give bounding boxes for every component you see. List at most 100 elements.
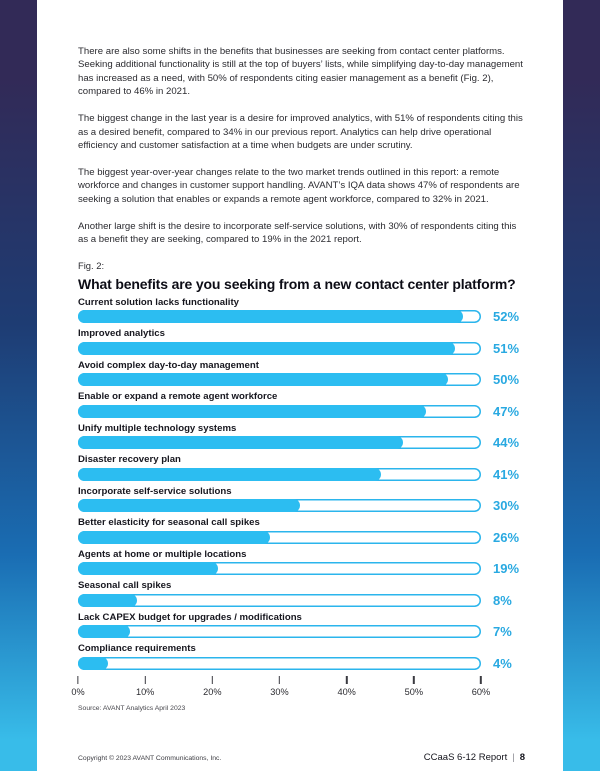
bar-track-line: 44% <box>78 435 525 451</box>
bar-category-label: Improved analytics <box>78 328 165 340</box>
x-axis-tick: 20% <box>203 675 222 697</box>
paragraph-4: Another large shift is the desire to inc… <box>78 220 517 245</box>
bar-track <box>78 562 481 576</box>
x-axis-tick: 0% <box>71 675 85 697</box>
x-axis-tick: 60% <box>471 675 491 697</box>
bar-rows: Current solution lacks functionality 52%… <box>78 297 525 670</box>
page-footer: Copyright © 2023 AVANT Communications, I… <box>78 752 525 763</box>
x-axis-tick: 10% <box>135 675 155 697</box>
report-name: CCaaS 6-12 Report <box>423 752 508 763</box>
bar-row: Incorporate self-service solutions 30% <box>78 486 525 513</box>
bar-track <box>78 436 481 450</box>
bar-track-line: 26% <box>78 529 525 545</box>
bar-fill <box>78 341 456 355</box>
x-axis-tick-mark <box>345 675 348 684</box>
x-axis-tick-label: 60% <box>471 686 491 697</box>
bar-fill <box>78 404 426 418</box>
copyright-text: Copyright © 2023 AVANT Communications, I… <box>78 755 222 762</box>
bar-track-line: 4% <box>78 655 525 671</box>
bar-track <box>78 499 481 513</box>
x-axis-tick: 50% <box>404 675 424 697</box>
page-content: There are also some shifts in the benefi… <box>37 0 563 712</box>
page-border-right <box>563 0 600 771</box>
x-axis: 0% 10% 20% 30% 40% 50% 60% <box>71 675 490 698</box>
x-axis-tick-mark <box>413 675 415 684</box>
bar-value-label: 19% <box>493 561 520 577</box>
bar-category-label: Disaster recovery plan <box>78 454 181 466</box>
bar-category-label: Better elasticity for seasonal call spik… <box>78 517 260 529</box>
bar-category-label: Avoid complex day-to-day management <box>78 359 259 371</box>
bar-value-label: 41% <box>493 466 520 482</box>
bar-fill <box>78 373 448 387</box>
bar-track-line: 50% <box>78 372 525 388</box>
bar-track <box>78 467 481 481</box>
body-text: There are also some shifts in the benefi… <box>78 45 525 246</box>
report-page: There are also some shifts in the benefi… <box>37 0 563 776</box>
bar-fill <box>78 530 271 544</box>
page-number: 8 <box>519 752 525 763</box>
bar-track <box>78 404 481 418</box>
bar-row: Better elasticity for seasonal call spik… <box>78 517 525 544</box>
bar-fill <box>78 593 138 607</box>
x-axis-tick-label: 10% <box>135 686 155 697</box>
bar-value-label: 52% <box>493 309 520 325</box>
source-note: Source: AVANT Analytics April 2023 <box>78 704 186 712</box>
bar-value-label: 44% <box>493 435 520 451</box>
x-axis-tick: 40% <box>337 675 356 697</box>
bar-fill <box>78 436 404 450</box>
x-axis-tick-mark <box>211 675 214 684</box>
bar-track-line: 7% <box>78 624 525 640</box>
bar-row: Lack CAPEX budget for upgrades / modific… <box>78 612 525 639</box>
bar-row: Unify multiple technology systems 44% <box>78 423 525 450</box>
footer-separator: | <box>512 752 515 763</box>
bar-track-line: 8% <box>78 593 525 607</box>
bar-row: Current solution lacks functionality 52% <box>78 297 525 324</box>
bar-track-line: 51% <box>78 340 525 356</box>
bar-value-label: 7% <box>493 624 512 640</box>
x-axis-tick-mark <box>77 675 79 684</box>
bar-fill <box>78 499 300 513</box>
chart-title: What benefits are you seeking from a new… <box>78 275 516 292</box>
bar-category-label: Agents at home or multiple locations <box>78 548 247 560</box>
bar-track-line: 41% <box>78 466 525 482</box>
page-border-left <box>0 0 37 771</box>
bar-chart: Current solution lacks functionality 52%… <box>71 297 525 712</box>
bar-track <box>78 593 481 607</box>
bar-category-label: Unify multiple technology systems <box>78 422 237 434</box>
bar-fill <box>78 625 130 639</box>
x-axis-tick-label: 50% <box>404 686 424 697</box>
bar-track <box>78 625 481 639</box>
x-axis-tick-mark <box>144 675 146 684</box>
bar-row: Agents at home or multiple locations 19% <box>78 549 525 576</box>
bar-track <box>78 373 481 387</box>
bar-row: Avoid complex day-to-day management 50% <box>78 360 525 387</box>
bar-value-label: 4% <box>493 655 512 671</box>
bar-fill <box>78 310 463 324</box>
bar-value-label: 26% <box>493 529 520 545</box>
x-axis-tick-label: 40% <box>337 686 356 697</box>
bar-row: Enable or expand a remote agent workforc… <box>78 391 525 418</box>
bar-fill <box>78 562 219 576</box>
bar-category-label: Incorporate self-service solutions <box>78 485 232 497</box>
x-axis-tick-label: 0% <box>71 686 85 697</box>
bar-category-label: Lack CAPEX budget for upgrades / modific… <box>78 611 302 623</box>
bar-row: Seasonal call spikes 8% <box>78 580 525 607</box>
bar-category-label: Seasonal call spikes <box>78 580 172 592</box>
bar-track <box>78 310 481 324</box>
report-reference: CCaaS 6-12 Report | 8 <box>424 752 525 763</box>
bar-track-line: 47% <box>78 403 525 419</box>
bar-fill <box>78 467 382 481</box>
paragraph-2: The biggest change in the last year is a… <box>78 113 523 151</box>
bar-category-label: Enable or expand a remote agent workforc… <box>78 391 278 403</box>
bar-track-line: 52% <box>78 309 525 325</box>
x-axis-tick-label: 20% <box>203 686 222 697</box>
bar-value-label: 51% <box>493 340 520 356</box>
figure-label: Fig. 2: <box>78 259 105 271</box>
bar-track <box>78 341 481 355</box>
bar-value-label: 50% <box>493 372 520 388</box>
x-axis-tick-mark <box>480 675 482 684</box>
bar-value-label: 47% <box>493 403 520 419</box>
bar-track-line: 30% <box>78 499 525 513</box>
bar-track-line: 19% <box>78 561 525 577</box>
paragraph-3: The biggest year-over-year changes relat… <box>78 166 520 205</box>
